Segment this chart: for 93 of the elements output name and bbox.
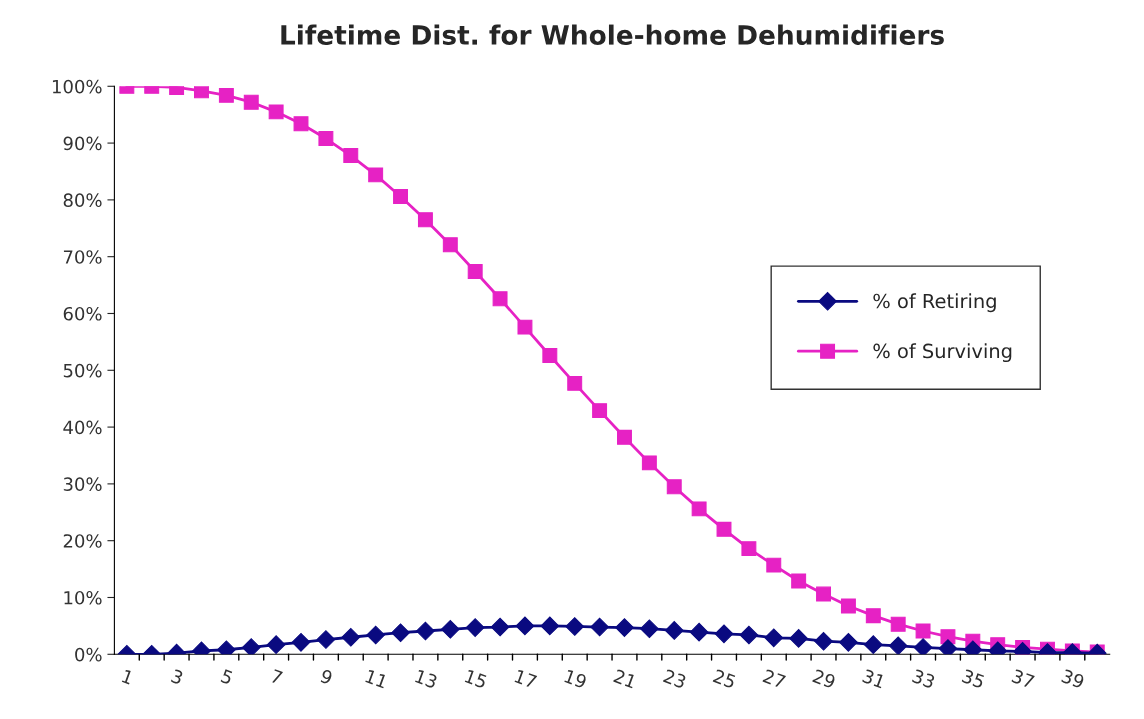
point	[816, 586, 831, 602]
x-tick-label: 11	[365, 669, 388, 689]
point	[689, 622, 709, 642]
x-tick-label: 25	[712, 668, 737, 689]
point	[291, 633, 311, 652]
point	[243, 94, 259, 110]
point	[567, 375, 583, 391]
x-tick-label: 21	[613, 668, 637, 689]
point	[266, 635, 286, 654]
point	[293, 116, 309, 132]
x-tick-label: 33	[911, 668, 936, 689]
point	[666, 479, 682, 495]
x-tick-label: 13	[414, 669, 438, 689]
point	[888, 636, 908, 655]
point	[565, 617, 585, 636]
x-tick-label: 3	[170, 668, 184, 685]
point	[741, 541, 757, 557]
point	[465, 618, 485, 637]
x-tick-label: 19	[563, 669, 588, 689]
point	[442, 237, 458, 253]
legend-label: % of Surviving	[873, 343, 1012, 363]
point	[615, 618, 634, 637]
point	[739, 625, 759, 645]
x-tick-label: 29	[812, 668, 837, 689]
point	[641, 455, 657, 471]
point	[640, 619, 659, 639]
point	[467, 263, 483, 279]
x-tick-label: 27	[762, 668, 786, 689]
y-tick-label: 20%	[63, 534, 102, 548]
point	[840, 598, 856, 614]
point	[490, 617, 510, 637]
point	[714, 624, 734, 644]
point	[542, 348, 558, 363]
point	[440, 619, 460, 639]
point	[766, 557, 782, 573]
y-tick-label: 100%	[52, 79, 102, 94]
x-tick-label: 31	[862, 668, 886, 689]
point	[865, 608, 881, 624]
point	[268, 104, 284, 120]
point	[318, 131, 334, 146]
point	[789, 629, 809, 648]
point	[913, 638, 933, 655]
x-tick-label: 37	[1011, 668, 1035, 689]
y-tick-label: 80%	[63, 193, 102, 207]
legend-label: % of Retiring	[873, 293, 996, 313]
y-tick-label: 50%	[63, 363, 102, 378]
y-tick-label: 10%	[64, 590, 102, 605]
point	[764, 628, 784, 648]
point	[241, 638, 261, 655]
point	[391, 623, 410, 643]
x-tick-label: 17	[514, 669, 538, 689]
point	[492, 291, 508, 307]
point	[366, 625, 386, 645]
point	[716, 521, 732, 537]
point	[839, 633, 858, 652]
point	[218, 87, 234, 103]
y-tick-label: 90%	[63, 136, 102, 151]
y-tick-label: 0%	[75, 647, 102, 662]
y-tick-label: 40%	[63, 420, 102, 435]
point	[590, 617, 609, 637]
point	[343, 148, 359, 164]
point	[890, 616, 906, 632]
point	[938, 639, 958, 655]
x-tick-label: 7	[270, 669, 283, 685]
point	[368, 167, 384, 183]
point	[691, 501, 707, 517]
point	[515, 616, 535, 636]
point	[341, 627, 361, 647]
point	[393, 189, 409, 204]
x-tick-label: 15	[464, 669, 488, 689]
x-tick-label: 9	[319, 668, 333, 685]
point	[664, 621, 684, 640]
chart-title: Lifetime Dist. for Whole-home Dehumidifiers	[281, 24, 944, 45]
x-tick-label: 1	[121, 669, 134, 685]
y-tick-label: 30%	[63, 477, 102, 491]
point	[540, 616, 560, 636]
y-tick-label: 60%	[63, 306, 102, 321]
x-tick-label: 5	[220, 669, 234, 685]
x-tick-label: 23	[662, 668, 687, 689]
point	[316, 630, 336, 649]
point	[517, 319, 533, 335]
point	[814, 631, 833, 651]
point	[915, 623, 931, 639]
y-tick-label: 70%	[63, 250, 102, 264]
point	[416, 621, 435, 641]
point	[417, 212, 433, 228]
point	[592, 403, 608, 419]
point	[194, 86, 209, 99]
x-tick-label: 39	[1061, 668, 1085, 689]
point	[791, 573, 807, 589]
point	[617, 429, 632, 445]
point	[863, 635, 883, 654]
x-tick-label: 35	[961, 668, 986, 689]
